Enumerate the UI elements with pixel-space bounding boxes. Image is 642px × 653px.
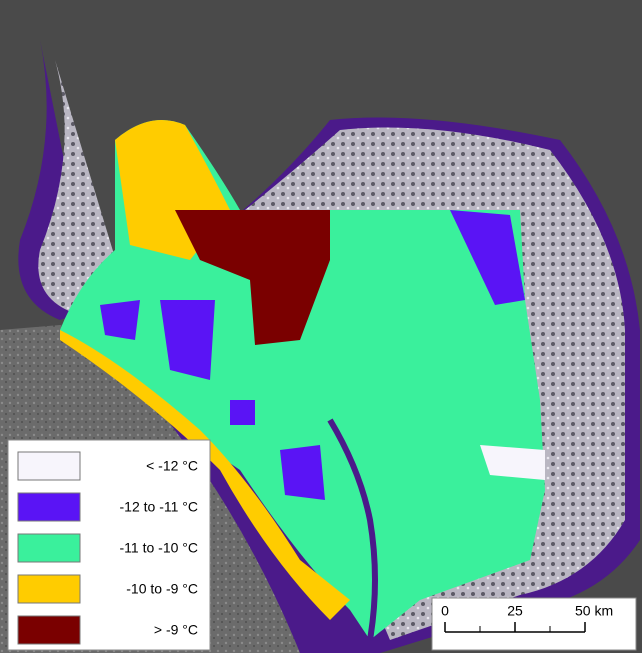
legend-label: > -9 °C (154, 622, 198, 638)
legend-label: -10 to -9 °C (126, 581, 198, 597)
legend-label: -12 to -11 °C (120, 499, 198, 515)
page: {"legend": {"items": [ {"label": "< -12 … (0, 0, 642, 653)
legend-swatch (18, 616, 80, 644)
map: < -12 °C -12 to -11 °C -11 to -10 °C -10 to… (0, 0, 642, 653)
legend-swatch (18, 575, 80, 603)
legend-label: < -12 °C (146, 458, 198, 474)
legend-swatch (18, 493, 80, 521)
scale-label: 50 km (575, 603, 613, 619)
legend-swatch (18, 452, 80, 480)
legend-swatch (18, 534, 80, 562)
scale-label: 25 (507, 603, 523, 619)
scale-label: 0 (441, 603, 449, 619)
legend-label: -11 to -10 °C (120, 540, 198, 556)
